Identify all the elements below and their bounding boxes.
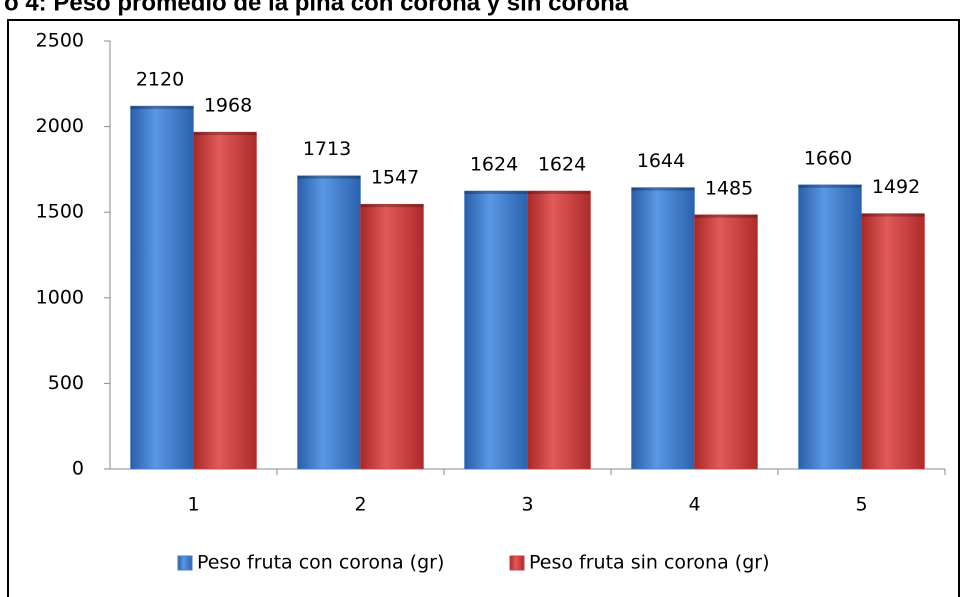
x-tick-label: 5 [855,494,867,516]
y-tick-label: 1000 [36,286,84,308]
y-tick-label: 2000 [36,115,84,137]
y-tick-label: 2500 [36,30,84,52]
bar [193,131,257,470]
x-tick-label: 1 [187,494,199,516]
bar-top [631,187,695,191]
data-label: 1547 [371,167,419,189]
data-label: 2120 [136,69,184,91]
bar-top [694,214,758,218]
bar-top [861,213,925,217]
legend-swatch [177,555,193,571]
data-label: 1644 [637,150,685,172]
bar [360,203,424,470]
data-label: 1485 [705,177,753,199]
data-label: 1713 [303,138,351,160]
bar-top [297,175,361,179]
bar [527,190,591,470]
bar-top [527,190,591,194]
y-tick-label: 1500 [36,201,84,223]
data-label: 1624 [470,153,518,175]
data-label: 1624 [538,153,586,175]
data-label: 1968 [204,95,252,117]
data-label: 1660 [804,147,852,169]
chart-title: o 4: Peso promedio de la piña con corona… [4,0,629,16]
legend-label: Peso fruta sin corona (gr) [529,552,769,574]
title-band [0,0,965,19]
bar [464,190,528,470]
y-tick-label: 0 [72,458,84,480]
bar-top [193,132,257,136]
bar [297,175,361,470]
bar-top [464,190,528,194]
x-tick-label: 2 [354,494,366,516]
legend-label: Peso fruta con corona (gr) [197,552,444,574]
x-tick-label: 4 [688,494,700,516]
bar [694,214,758,470]
y-tick-label: 500 [48,372,84,394]
bar [631,187,695,470]
bar [130,105,194,470]
legend-swatch [509,555,525,571]
bar [798,184,862,470]
bar-top [130,106,194,110]
x-tick-label: 3 [521,494,533,516]
data-label: 1492 [872,176,920,198]
bar-top [798,184,862,188]
bar [861,213,925,470]
bar-top [360,204,424,208]
